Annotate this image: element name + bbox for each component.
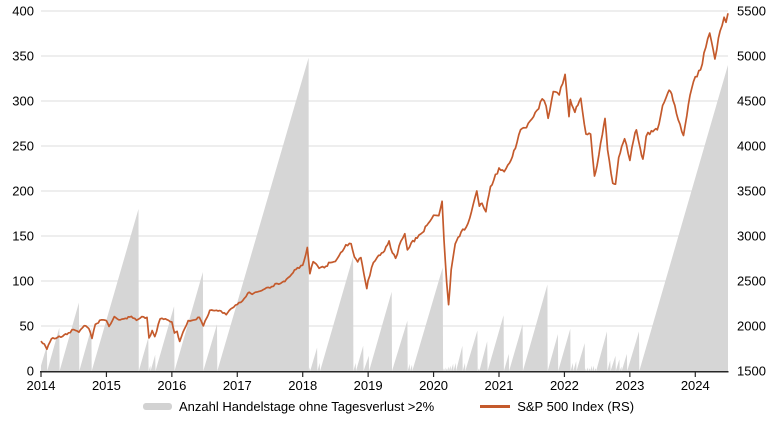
x-axis-label: 2022 [550,378,579,393]
legend-label-area: Anzahl Handelstage ohne Tagesverlust >2% [178,399,435,414]
legend-item-area: Anzahl Handelstage ohne Tagesverlust >2% [142,399,435,414]
y-axis-label-right: 4000 [737,139,766,154]
x-axis-label: 2017 [223,378,252,393]
y-axis-label-right: 5500 [737,4,766,19]
x-axis-label: 2019 [354,378,383,393]
line-series [40,13,729,351]
x-axis-label: 2014 [27,378,56,393]
legend-item-line: S&P 500 Index (RS) [480,399,634,414]
y-axis-label-left: 300 [12,94,34,109]
y-axis-label-right: 2000 [737,319,766,334]
y-axis-label-left: 400 [12,4,34,19]
area-swatch-icon [142,403,172,410]
legend-label-line: S&P 500 Index (RS) [517,399,635,414]
x-axis-label: 2020 [419,378,448,393]
y-axis-label-right: 4500 [737,94,766,109]
y-axis-label-left: 350 [12,49,34,64]
x-axis-label: 2021 [485,378,514,393]
y-axis-label-right: 3500 [737,184,766,199]
y-axis-label-left: 250 [12,139,34,154]
x-axis-label: 2023 [615,378,644,393]
y-axis-label-right: 3000 [737,229,766,244]
x-axis-label: 2024 [681,378,710,393]
y-axis-label-right: 1500 [737,364,766,379]
y-axis-label-left: 150 [12,229,34,244]
area-series [41,57,728,372]
x-axis-label: 2016 [157,378,186,393]
y-axis-label-left: 50 [20,319,34,334]
y-axis-label-left: 100 [12,274,34,289]
legend: Anzahl Handelstage ohne Tagesverlust >2%… [0,399,777,414]
y-axis-label-left: 200 [12,184,34,199]
y-axis-label-left: 0 [27,364,34,379]
y-axis-label-right: 2500 [737,274,766,289]
x-axis-label: 2015 [92,378,121,393]
y-axis-label-right: 5000 [737,49,766,64]
line-swatch-icon [480,405,511,408]
x-axis-label: 2018 [288,378,317,393]
